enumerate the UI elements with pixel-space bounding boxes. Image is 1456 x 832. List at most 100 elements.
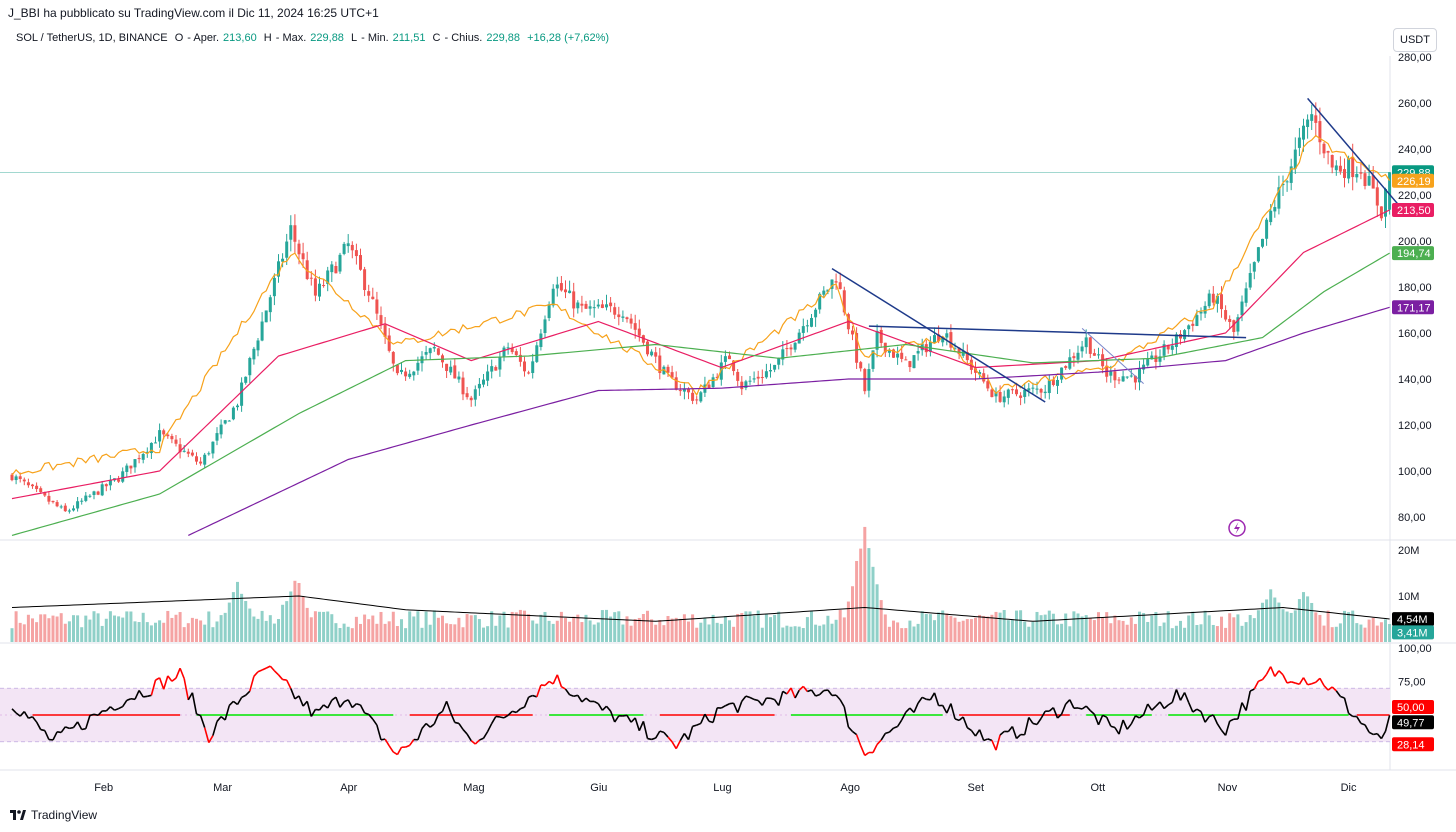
volume-label-bg	[1392, 612, 1434, 627]
trendline-horizontal-resistance[interactable]	[868, 325, 1247, 339]
candle-body	[994, 392, 998, 397]
rsi-tick-label: 75,00	[1398, 677, 1426, 689]
rsi-segment	[388, 745, 394, 753]
rsi-segment	[97, 710, 103, 716]
rsi-segment	[105, 706, 111, 712]
candle-body	[371, 296, 375, 300]
rsi-segment	[1147, 703, 1153, 711]
candle-body	[777, 357, 781, 365]
lightning-icon[interactable]	[1228, 519, 1246, 537]
candle-body	[949, 332, 953, 348]
volume-bar	[1076, 613, 1080, 642]
volume-bar	[346, 626, 350, 642]
rsi-segment	[454, 721, 460, 725]
volume-bar	[289, 591, 293, 642]
rsi-segment	[520, 706, 525, 710]
volume-bar	[195, 618, 198, 642]
price-change: +16,28 (+7,62%)	[527, 32, 610, 44]
candle-body	[797, 332, 801, 344]
trendline-downtrend-december[interactable]	[1307, 97, 1403, 210]
candle-body	[416, 362, 420, 371]
volume-bar	[35, 622, 39, 642]
volume-bar	[272, 623, 276, 642]
candle-body	[43, 492, 47, 496]
candle-body	[1326, 151, 1330, 153]
volume-bar	[916, 623, 920, 642]
volume-bar	[1375, 625, 1379, 642]
volume-bar	[752, 615, 756, 642]
candle-body	[1330, 155, 1334, 168]
volume-bar	[26, 614, 30, 642]
rsi-segment	[872, 744, 878, 753]
volume-bar	[432, 610, 436, 642]
rsi-segment	[1105, 716, 1112, 727]
volume-bar	[518, 609, 522, 642]
rsi-segment	[515, 708, 521, 714]
trendline-downtrend-august[interactable]	[831, 267, 1046, 403]
symbol-name[interactable]: SOL / TetherUS, 1D, BINANCE	[16, 32, 168, 44]
tradingview-brand[interactable]: TradingView	[10, 808, 97, 822]
volume-bar	[1154, 612, 1158, 642]
candle-body	[1384, 188, 1387, 217]
volume-bar	[543, 611, 547, 642]
candle-body	[723, 356, 727, 362]
rsi-segment	[1368, 731, 1374, 736]
rsi-segment	[917, 696, 923, 704]
rsi-segment	[544, 680, 550, 687]
volume-bar	[1203, 610, 1207, 642]
rsi-segment	[11, 708, 17, 714]
rsi-segment	[1229, 718, 1235, 722]
rsi-segment	[1179, 692, 1186, 701]
volume-bar	[682, 614, 686, 642]
candle-body	[1261, 238, 1264, 247]
rsi-segment	[1028, 716, 1034, 724]
candle-body	[490, 366, 494, 372]
volume-bar	[539, 614, 543, 642]
candle-body	[551, 288, 555, 306]
candle-body	[1125, 376, 1129, 378]
volume-bar	[855, 560, 859, 642]
price-tick-label: 240,00	[1398, 144, 1432, 156]
volume-bar	[154, 622, 157, 642]
rsi-segment	[15, 712, 21, 717]
candle-body	[457, 376, 461, 380]
price-label-bg	[1392, 202, 1434, 217]
volume-bar	[1113, 615, 1117, 642]
time-tick-label: Dic	[1341, 782, 1357, 794]
currency-unit-button[interactable]: USDT	[1393, 28, 1437, 52]
volume-bar	[330, 614, 334, 642]
candle-body	[785, 348, 789, 350]
rsi-segment	[179, 667, 185, 679]
rsi-line	[11, 665, 1391, 757]
candle-body	[662, 366, 666, 375]
candle-body	[719, 362, 723, 380]
symbol-legend: SOL / TetherUS, 1D, BINANCE O- Aper. 213,…	[16, 32, 613, 44]
volume-bar	[412, 616, 416, 642]
rsi-segment	[1380, 730, 1387, 740]
volume-bar	[1244, 622, 1248, 642]
volume-bar	[740, 613, 744, 642]
candle-body	[1027, 388, 1031, 391]
volume-label: 4,54M	[1392, 612, 1434, 627]
rsi-segment	[356, 702, 361, 706]
candle-body	[1289, 166, 1293, 183]
rsi-segment	[712, 707, 718, 723]
candle-body	[1318, 121, 1322, 143]
rsi-segment	[749, 696, 755, 701]
volume-bar	[1363, 627, 1367, 642]
candle-body	[182, 450, 186, 452]
volume-bar	[978, 614, 982, 642]
price-tick-label: 260,00	[1398, 98, 1432, 110]
rsi-segment	[819, 689, 825, 696]
time-tick-label: Giu	[590, 782, 607, 794]
volume-bar	[1146, 621, 1150, 642]
volume-bar	[482, 627, 485, 642]
candle-body	[990, 389, 994, 398]
volume-bar	[1293, 610, 1297, 642]
rsi-segment	[1007, 725, 1014, 733]
volume-bar	[76, 615, 80, 642]
time-tick-label: Ott	[1091, 782, 1106, 794]
time-tick-label: Set	[968, 782, 985, 794]
trendline-minor-downtrend-september[interactable]	[1081, 328, 1144, 384]
